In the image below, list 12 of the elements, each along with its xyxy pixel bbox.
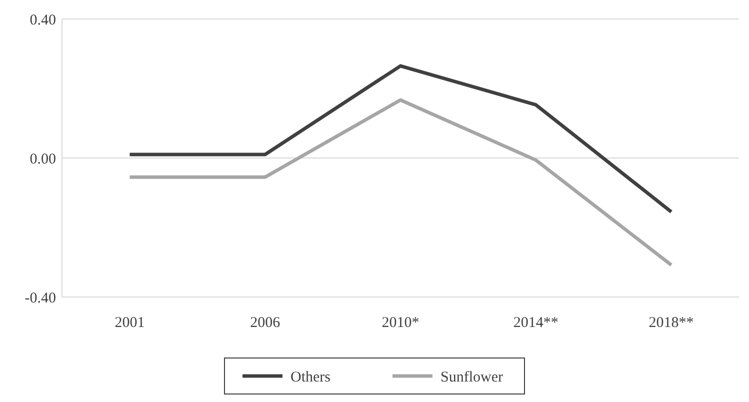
x-tick-label: 2010* (382, 315, 420, 331)
line-series (128, 98, 674, 267)
y-tick-label: 0.40 (30, 12, 56, 28)
x-tick-label: 2001 (114, 315, 145, 331)
x-tick-label: 2006 (250, 315, 281, 331)
y-tick-label: 0.00 (30, 151, 56, 168)
line-series (128, 64, 674, 214)
x-tick-label: 2014** (513, 315, 558, 331)
y-tick-label: -0.40 (24, 290, 56, 306)
x-tick-label: 2018** (648, 315, 694, 331)
legend-label: Sunflower (440, 369, 503, 386)
legend-label: Others (290, 369, 331, 386)
